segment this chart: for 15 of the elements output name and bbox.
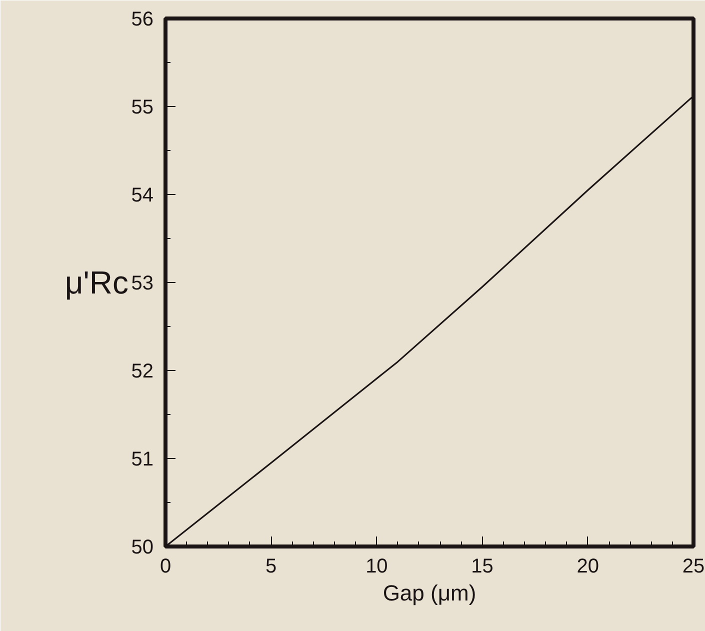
x-tick-label: 20 bbox=[576, 556, 600, 578]
x-tick-label: 25 bbox=[682, 556, 705, 578]
y-tick-label: 54 bbox=[131, 184, 154, 206]
x-tick-label: 0 bbox=[160, 556, 172, 578]
y-tick-label: 55 bbox=[131, 96, 154, 118]
x-tick-label: 10 bbox=[366, 556, 388, 578]
y-tick-label: 53 bbox=[131, 272, 154, 294]
y-axis-title: μ'Rc bbox=[64, 264, 128, 300]
y-tick-label: 50 bbox=[131, 536, 154, 558]
x-axis-title: Gap (μm) bbox=[382, 580, 476, 606]
x-tick-label: 15 bbox=[471, 556, 494, 578]
x-tick-label: 5 bbox=[266, 556, 277, 578]
y-tick-label: 52 bbox=[131, 360, 154, 382]
y-tick-label: 56 bbox=[131, 8, 154, 30]
y-tick-label: 51 bbox=[131, 448, 154, 470]
